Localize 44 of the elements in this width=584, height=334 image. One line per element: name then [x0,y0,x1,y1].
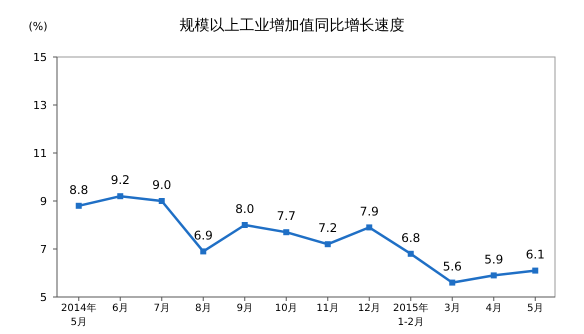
x-tick-label: 2015年 1-2月 [393,302,428,328]
x-tick-label: 4月 [486,303,502,314]
point [283,229,290,236]
y-axis-title: (%) [28,20,48,33]
point [242,222,248,228]
data-label: 6.9 [194,228,213,242]
x-tick-label: 10月 [274,303,298,314]
data-label: 8.0 [235,202,254,216]
point [408,250,414,257]
x-tick-label: 5月 [527,303,544,314]
point [76,202,82,209]
data-label: 6.1 [526,248,545,262]
data-label: 6.8 [401,230,420,245]
point [200,248,206,254]
data-label: 7.9 [360,204,379,218]
x-tick-label: 11月 [316,303,340,314]
y-tick-label: 11 [33,147,47,160]
data-label: 9.2 [110,173,130,188]
data-label: 8.8 [69,182,88,197]
data-label: 5.9 [484,252,504,266]
y-tick-label: 9 [40,195,47,208]
point [158,198,165,204]
x-tick-label: 6月 [112,303,128,314]
point [490,272,497,278]
point [324,241,331,248]
chart-title: 规模以上工业增加值同比增长速度 [180,16,404,34]
point [366,224,372,230]
y-tick-label: 13 [33,99,47,112]
y-tick-label: 15 [33,51,47,64]
x-tick-label: 9月 [236,303,253,314]
point [117,193,124,200]
data-label: 7.7 [276,209,296,224]
x-tick-label: 3月 [444,303,460,314]
x-tick-label: 7月 [154,303,170,314]
data-label: 5.6 [442,260,462,274]
x-tick-label: 12月 [358,303,381,314]
y-tick-label: 5 [40,291,47,304]
point [449,280,456,286]
y-tick-label: 7 [40,243,47,256]
data-label: 7.2 [318,221,338,236]
x-tick-label: 2014年 5月 [61,302,96,328]
x-tick-label: 8月 [195,303,212,314]
data-label: 9.0 [152,178,172,192]
point [532,268,538,274]
